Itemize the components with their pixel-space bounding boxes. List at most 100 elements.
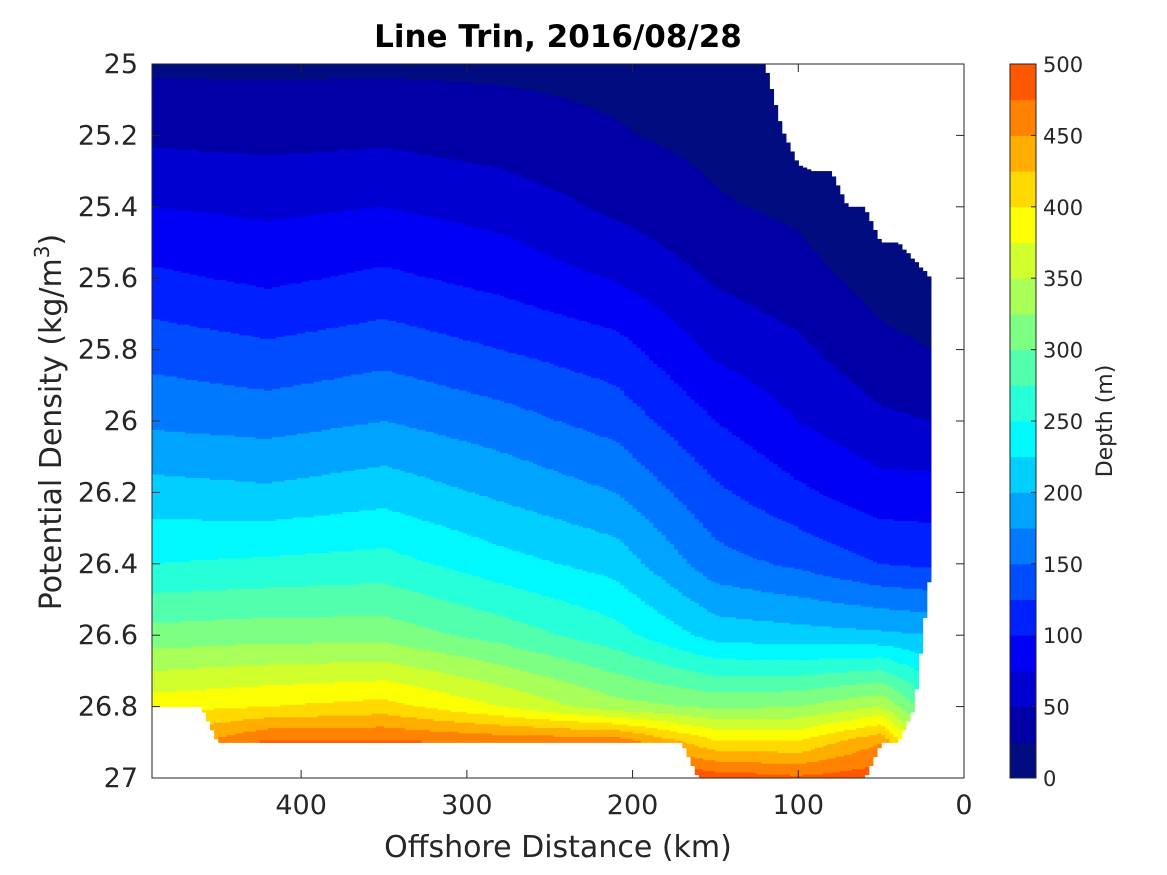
contour-cell <box>367 583 373 617</box>
contour-cell <box>553 421 559 472</box>
contour-cell <box>350 728 356 742</box>
contour-cell <box>359 208 364 272</box>
colorbar-segment <box>1010 171 1036 208</box>
contour-cell <box>483 447 489 497</box>
contour-cell <box>715 719 721 731</box>
contour-cell <box>723 740 729 752</box>
contour-cell <box>495 85 501 169</box>
contour-cell <box>400 620 406 647</box>
contour-cell <box>255 706 261 720</box>
contour-cell <box>823 686 828 702</box>
contour-cell <box>272 685 277 708</box>
contour-cell <box>234 153 240 219</box>
contour-cell <box>736 297 741 374</box>
contour-cell <box>425 649 431 670</box>
contour-cell <box>794 569 799 597</box>
contour-cell <box>272 80 277 156</box>
contour-cell <box>421 562 427 595</box>
contour-cell <box>363 583 369 617</box>
contour-cell <box>458 636 464 658</box>
contour-cell <box>388 78 393 149</box>
contour-cell <box>566 683 572 706</box>
contour-cell <box>781 676 787 692</box>
contour-cell <box>599 729 605 738</box>
contour-cell <box>421 520 427 563</box>
contour-cell <box>686 631 692 652</box>
contour-cell <box>392 469 398 513</box>
contour-cell <box>678 501 683 556</box>
contour-cell <box>719 617 725 643</box>
contour-cell <box>197 433 203 479</box>
contour-cell <box>549 720 555 729</box>
contour-cell <box>545 699 551 713</box>
contour-cell <box>831 772 837 778</box>
contour-cell <box>765 692 770 708</box>
contour-cell <box>790 763 795 777</box>
contour-cell <box>848 710 853 722</box>
contour-cell <box>682 706 688 717</box>
contour-cell <box>533 64 538 92</box>
contour-cell <box>595 644 601 668</box>
contour-cell <box>400 554 406 590</box>
contour-cell <box>313 642 319 665</box>
contour-cell <box>508 403 514 456</box>
contour-cell <box>537 360 543 415</box>
contour-cell <box>297 385 302 435</box>
contour-cell <box>732 740 737 752</box>
contour-cell <box>823 576 828 602</box>
contour-cell <box>819 354 824 435</box>
contour-cell <box>197 276 203 329</box>
contour-cell <box>168 147 174 210</box>
contour-cell <box>479 701 485 715</box>
contour-cell <box>885 631 891 647</box>
contour-cell <box>338 378 344 429</box>
contour-cell <box>230 215 236 283</box>
contour-cell <box>719 676 725 693</box>
contour-cell <box>587 208 592 274</box>
contour-cell <box>466 287 472 342</box>
contour-cell <box>810 749 816 763</box>
contour-cell <box>396 322 402 376</box>
contour-cell <box>582 686 588 709</box>
contour-cell <box>860 512 866 558</box>
contour-cell <box>732 751 737 763</box>
contour-cell <box>665 665 671 686</box>
contour-cell <box>259 287 265 340</box>
contour-cell <box>313 64 319 81</box>
contour-cell <box>483 495 489 542</box>
contour-cell <box>326 740 331 743</box>
contour-cell <box>450 337 456 390</box>
contour-cell <box>292 663 298 684</box>
contour-cell <box>404 151 410 213</box>
contour-cell <box>599 379 605 438</box>
contour-cell <box>230 435 236 481</box>
contour-cell <box>417 729 422 742</box>
contour-cell <box>893 328 899 411</box>
contour-cell <box>740 692 746 709</box>
contour-cell <box>214 435 219 481</box>
contour-cell <box>761 774 766 778</box>
contour-cell <box>168 322 174 377</box>
contour-cell <box>404 64 410 81</box>
contour-cell <box>682 390 688 451</box>
contour-cell <box>558 635 563 660</box>
contour-cell <box>645 138 650 236</box>
contour-cell <box>230 333 236 386</box>
contour-cell <box>765 644 770 661</box>
contour-cell <box>814 431 820 492</box>
contour-cell <box>732 371 737 436</box>
contour-cell <box>599 692 605 711</box>
contour-cell <box>371 713 377 729</box>
contour-cell <box>690 635 696 654</box>
contour-cell <box>417 592 422 627</box>
contour-cell <box>529 735 534 743</box>
contour-cell <box>218 619 224 647</box>
contour-cell <box>404 554 410 590</box>
contour-cell <box>379 713 385 727</box>
contour-cell <box>777 729 783 742</box>
contour-cell <box>201 276 207 329</box>
contour-cell <box>462 81 468 163</box>
contour-cell <box>611 440 617 493</box>
contour-cell <box>189 210 195 276</box>
contour-cell <box>926 421 932 474</box>
